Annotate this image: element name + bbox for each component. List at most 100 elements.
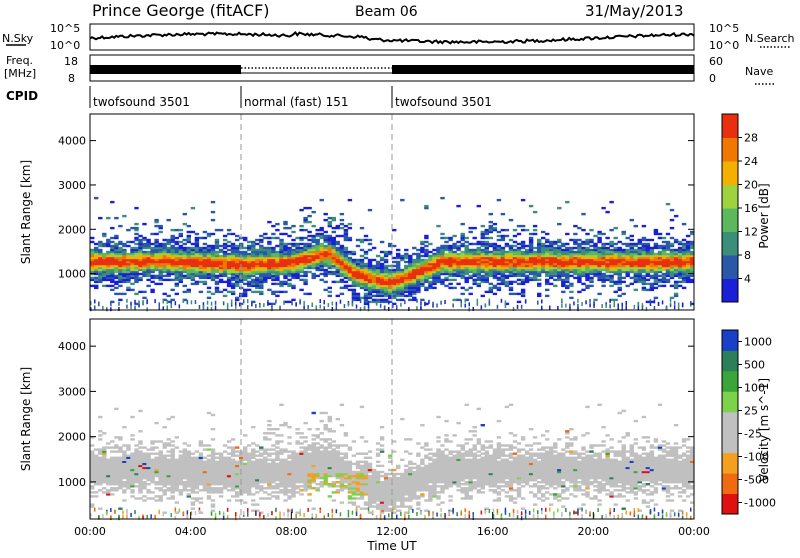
speckle — [320, 305, 322, 309]
heat-cell — [207, 491, 211, 493]
heat-cell — [199, 237, 203, 239]
heat-cell — [573, 277, 577, 279]
heat-cell — [187, 469, 191, 471]
speckle — [678, 303, 680, 307]
heat-cell — [605, 211, 609, 213]
colorbar-segment — [722, 161, 738, 185]
heat-cell — [477, 241, 481, 243]
heat-cell — [626, 249, 630, 251]
heat-cell — [328, 291, 332, 293]
heat-cell — [686, 235, 690, 237]
heat-cell — [259, 497, 263, 499]
heat-cell — [187, 463, 191, 465]
heat-cell — [239, 475, 243, 477]
heat-cell — [456, 205, 460, 207]
heat-cell — [150, 243, 154, 245]
heat-cell — [328, 483, 332, 485]
heat-cell — [175, 459, 179, 461]
speckle — [231, 300, 233, 304]
heat-cell — [142, 463, 146, 465]
heat-cell — [106, 446, 110, 448]
heat-cell — [110, 463, 114, 465]
heat-cell — [215, 453, 219, 455]
speckle — [521, 305, 523, 309]
heat-cell — [195, 237, 199, 239]
heat-cell — [130, 463, 134, 465]
heat-cell — [146, 251, 150, 253]
heat-cell — [618, 295, 622, 297]
heat-cell — [171, 235, 175, 237]
heat-cell — [291, 453, 295, 455]
heat-cell — [589, 229, 593, 231]
heat-cell — [90, 491, 94, 493]
heat-cell — [561, 279, 565, 281]
heat-cell — [585, 285, 589, 287]
heat-cell — [452, 243, 456, 245]
nsky-frame — [90, 24, 694, 50]
heat-cell — [251, 469, 255, 471]
freq-label-1: Freq. — [6, 54, 33, 67]
freq-bar-1 — [90, 65, 241, 74]
heat-cell — [138, 273, 142, 275]
heat-cell — [267, 247, 271, 249]
heat-cell — [223, 235, 227, 237]
heat-cell — [247, 475, 251, 477]
cpid-segment-label: twofsound 3501 — [93, 95, 190, 109]
speckle — [650, 299, 652, 303]
heat-cell — [219, 453, 223, 455]
heat-cell — [235, 235, 239, 237]
heat-cell — [179, 245, 183, 247]
heat-cell — [98, 508, 102, 510]
heat-cell — [207, 444, 211, 446]
heat-cell — [279, 440, 283, 442]
heat-cell — [618, 247, 622, 249]
heat-cell — [517, 243, 521, 245]
heat-cell — [581, 213, 585, 215]
heat-cell — [195, 485, 199, 487]
heat-cell — [227, 469, 231, 471]
heat-cell — [215, 463, 219, 465]
heat-cell — [622, 281, 626, 283]
heat-cell — [138, 491, 142, 493]
heat-cell — [259, 291, 263, 293]
heat-cell — [303, 479, 307, 481]
heat-cell — [211, 448, 215, 450]
speckle — [557, 306, 559, 310]
heat-cell — [219, 491, 223, 493]
heat-cell — [529, 233, 533, 235]
heat-cell — [203, 247, 207, 249]
heat-cell — [159, 479, 163, 481]
heat-cell — [231, 291, 235, 293]
heat-cell — [658, 285, 662, 287]
speckle — [187, 300, 189, 304]
heat-cell — [110, 285, 114, 287]
speckle — [183, 299, 185, 303]
heat-cell — [146, 483, 150, 485]
heat-cell — [138, 497, 142, 499]
heat-cell — [332, 237, 336, 239]
heat-cell — [187, 475, 191, 477]
freq-label-2: [MHz] — [4, 67, 36, 80]
heat-cell — [203, 448, 207, 450]
heat-cell — [324, 219, 328, 221]
heat-cell — [154, 239, 158, 241]
speckle — [307, 305, 309, 309]
nsearch-label: N.Search — [745, 32, 795, 45]
heat-cell — [537, 279, 541, 281]
speckle — [130, 513, 132, 517]
speckle — [235, 512, 237, 516]
heat-cell — [312, 438, 316, 440]
heat-cell — [243, 446, 247, 448]
heat-cell — [670, 219, 674, 221]
heat-cell — [307, 428, 311, 430]
heat-cell — [291, 463, 295, 465]
heat-cell — [134, 227, 138, 229]
heat-cell — [126, 444, 130, 446]
heat-cell — [231, 485, 235, 487]
heat-cell — [163, 485, 167, 487]
heat-cell — [513, 241, 517, 243]
heat-cell — [295, 453, 299, 455]
heat-cell — [541, 231, 545, 233]
heat-cell — [549, 283, 553, 285]
